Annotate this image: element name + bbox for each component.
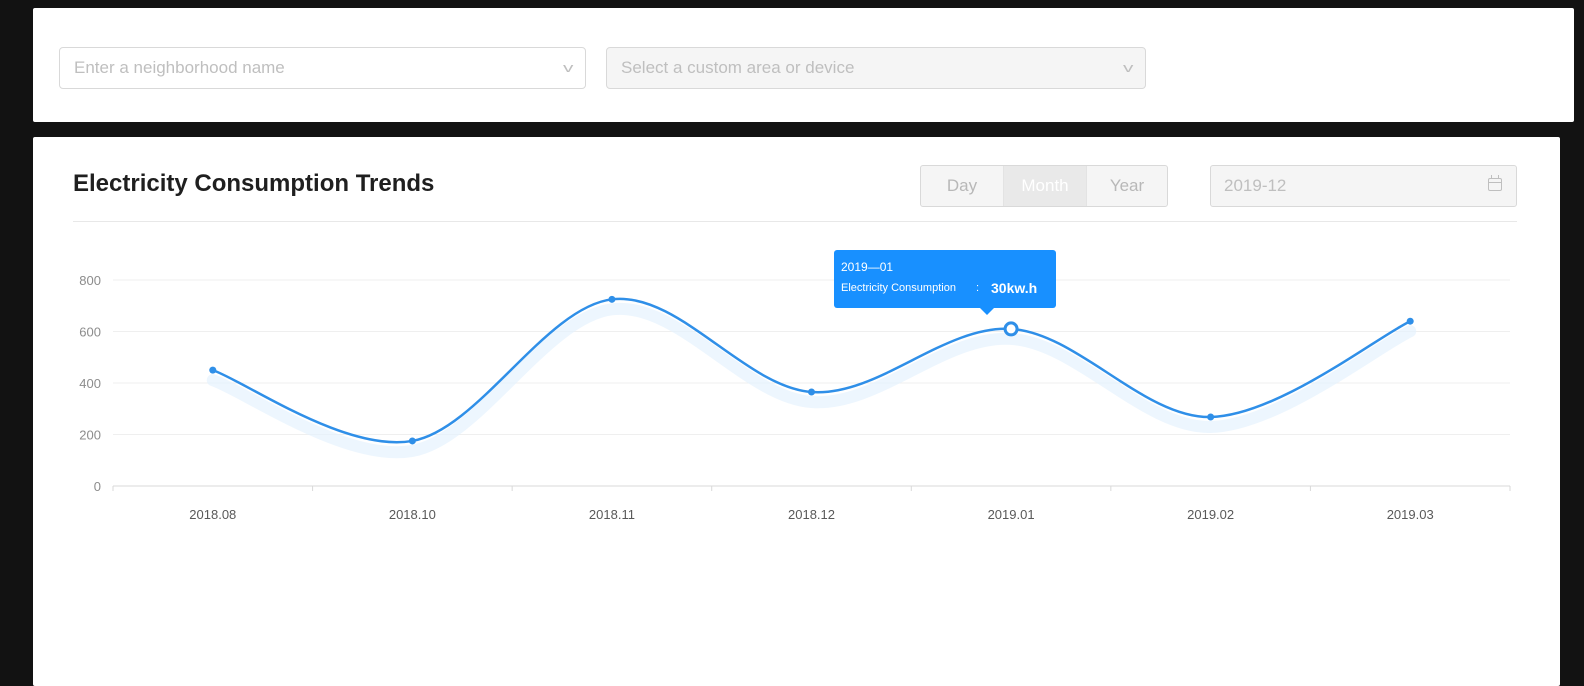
header-divider (73, 221, 1517, 222)
series-line-glow (206, 302, 1417, 459)
data-point (808, 388, 815, 396)
y-tick-label: 600 (79, 325, 101, 340)
x-tick-label: 2018.12 (788, 507, 835, 522)
data-point (1207, 413, 1215, 421)
calendar-icon (1488, 175, 1502, 191)
chevron-down-icon: v (562, 60, 573, 75)
x-tick-label: 2019.02 (1187, 507, 1234, 522)
data-point (608, 295, 616, 303)
neighborhood-select[interactable]: Enter a neighborhood name v (59, 47, 586, 89)
x-tick-label: 2018.08 (189, 507, 236, 522)
x-tick-label: 2019.01 (988, 507, 1035, 522)
tooltip-separator: : (976, 282, 980, 294)
x-tick-label: 2018.11 (589, 507, 635, 522)
data-point (408, 437, 416, 445)
area-select[interactable]: Select a custom area or device v (606, 47, 1146, 89)
segment-year[interactable]: Year (1109, 176, 1145, 195)
segment-month[interactable]: Month (1004, 166, 1087, 206)
x-tick-label: 2019.03 (1387, 507, 1434, 522)
y-tick-label: 0 (94, 479, 101, 494)
neighborhood-select-placeholder: Enter a neighborhood name (74, 58, 285, 77)
line-chart: 0 200 400 600 800 2018.08 2018.10 2018.11 2018.1… (79, 273, 1511, 522)
chevron-down-icon: v (1122, 60, 1133, 75)
tooltip-title: 2019—01 (841, 260, 894, 274)
y-tick-label: 200 (79, 428, 101, 443)
data-point (1406, 317, 1414, 325)
chart-tooltip: 2019—01 Electricity Consumption : 30kw.h (834, 250, 1056, 315)
date-picker-value: 2019-12 (1224, 176, 1287, 195)
tooltip-value: 30kw.h (991, 280, 1038, 296)
highlighted-point (1003, 321, 1019, 337)
y-tick-label: 800 (79, 273, 101, 288)
y-tick-label: 400 (79, 376, 101, 391)
panel-title: Electricity Consumption Trends (73, 170, 435, 197)
segment-day[interactable]: Day (921, 166, 1004, 206)
chart-panel: Electricity Consumption Trends Day Month… (33, 137, 1560, 686)
date-picker[interactable]: 2019-12 (1210, 165, 1517, 207)
filter-panel: Enter a neighborhood name v Select a cus… (33, 8, 1574, 122)
data-point (209, 366, 217, 374)
x-tick-label: 2018.10 (389, 507, 436, 522)
tooltip-label: Electricity Consumption (841, 282, 956, 294)
area-select-placeholder: Select a custom area or device (621, 58, 855, 77)
period-segmented-control: Day Month Year (920, 165, 1168, 207)
